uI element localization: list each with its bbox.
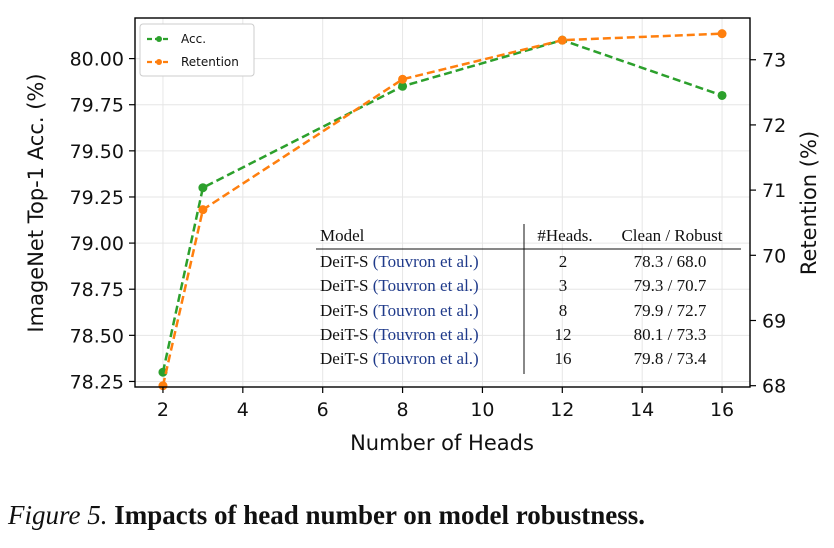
y-right-tick-label: 72 [762,115,786,137]
table-cell-heads: 12 [555,325,572,344]
x-tick-label: 4 [237,399,249,421]
plot-frame [134,17,751,388]
series-line-retention [161,32,723,386]
x-axis-label: Number of Heads [350,431,534,455]
table-cell-model: DeiT-S [320,301,369,320]
table-header-result: Clean / Robust [621,226,722,245]
y-tick-label: 79.50 [70,141,124,163]
y-tick-label: 78.25 [70,371,124,393]
svg-text:DeiT-S (Touvron et al.): DeiT-S (Touvron et al.) [320,276,479,295]
y-tick-label: 78.50 [70,325,124,347]
table-cell-result: 79.8 / 73.4 [634,349,707,368]
table-cell-citation: (Touvron et al.) [373,349,479,368]
inset-table: Model #Heads. Clean / Robust DeiT-S (Tou… [316,224,741,374]
y-tick-label: 78.75 [70,279,124,301]
data-point-retention [198,205,208,215]
y-right-axis-label: Retention (%) [797,131,821,275]
y-right-tick-label: 70 [762,245,786,267]
y-axis-label: ImageNet Top-1 Acc. (%) [24,73,48,332]
svg-text:DeiT-S (Touvron et al.): DeiT-S (Touvron et al.) [320,349,479,368]
figure-caption: Figure 5. Impacts of head number on mode… [8,500,828,531]
figure-title: Impacts of head number on model robustne… [114,500,646,530]
x-tick-label: 2 [157,399,169,421]
table-row: DeiT-S (Touvron et al.) 12 80.1 / 73.3 [320,325,706,344]
table-cell-model: DeiT-S [320,349,369,368]
table-header-heads: #Heads. [537,226,592,245]
data-point-acc [717,90,727,100]
table-cell-result: 79.3 / 70.7 [634,276,707,295]
legend-label-retention: Retention [181,55,239,69]
y-tick-label: 79.75 [70,95,124,117]
legend-marker-acc [156,36,162,42]
table-cell-model: DeiT-S [320,276,369,295]
x-tick-label: 14 [630,399,654,421]
table-row: DeiT-S (Touvron et al.) 2 78.3 / 68.0 [320,252,706,271]
data-point-retention [557,35,567,45]
x-tick-label: 6 [317,399,329,421]
y-right-tick-label: 68 [762,376,786,398]
table-cell-model: DeiT-S [320,325,369,344]
table-cell-citation: (Touvron et al.) [373,276,479,295]
table-cell-citation: (Touvron et al.) [373,325,479,344]
y-right-tick-label: 73 [762,50,786,72]
svg-text:DeiT-S (Touvron et al.): DeiT-S (Touvron et al.) [320,252,479,271]
table-cell-citation: (Touvron et al.) [373,301,479,320]
x-tick-label: 10 [470,399,494,421]
table-row: DeiT-S (Touvron et al.) 16 79.8 / 73.4 [320,349,707,368]
y-tick-label: 79.25 [70,187,124,209]
table-cell-result: 78.3 / 68.0 [634,252,707,271]
grid-lines [135,18,750,387]
svg-text:DeiT-S (Touvron et al.): DeiT-S (Touvron et al.) [320,325,479,344]
table-cell-heads: 3 [559,276,568,295]
table-cell-heads: 2 [559,252,568,271]
table-cell-heads: 8 [559,301,568,320]
table-cell-result: 80.1 / 73.3 [634,325,707,344]
legend-box [139,23,255,77]
table-cell-model: DeiT-S [320,252,369,271]
legend-marker-retention [156,59,162,65]
legend-label-acc: Acc. [181,32,206,46]
table-row: DeiT-S (Touvron et al.) 3 79.3 / 70.7 [320,276,707,295]
y-right-tick-label: 69 [762,311,786,333]
table-row: DeiT-S (Touvron et al.) 8 79.9 / 72.7 [320,301,707,320]
data-point-retention [398,74,408,84]
legend: Acc. Retention [139,23,255,77]
table-cell-citation: (Touvron et al.) [373,252,479,271]
axes-layer: 2 4 6 8 10 12 14 1678.2578.5078.7579.0079.2579.… [70,49,787,421]
table-cell-heads: 16 [555,349,572,368]
table-header-model: Model [320,226,365,245]
table-cell-result: 79.9 / 72.7 [634,301,707,320]
x-tick-label: 8 [397,399,409,421]
svg-text:DeiT-S (Touvron et al.): DeiT-S (Touvron et al.) [320,301,479,320]
y-right-tick-label: 71 [762,180,786,202]
series-line-acc [161,38,723,373]
series-layer [158,29,727,391]
data-point-acc [198,183,208,193]
y-tick-label: 79.00 [70,233,124,255]
data-point-acc [398,81,408,91]
figure-number: Figure 5. [8,500,108,530]
data-point-retention [158,381,168,391]
x-tick-label: 16 [710,399,734,421]
data-point-retention [717,29,727,39]
y-tick-label: 80.00 [70,49,124,71]
data-point-acc [158,367,168,377]
line-chart: 2 4 6 8 10 12 14 1678.2578.5078.7579.0079.2579.… [24,17,821,455]
x-tick-label: 12 [550,399,574,421]
